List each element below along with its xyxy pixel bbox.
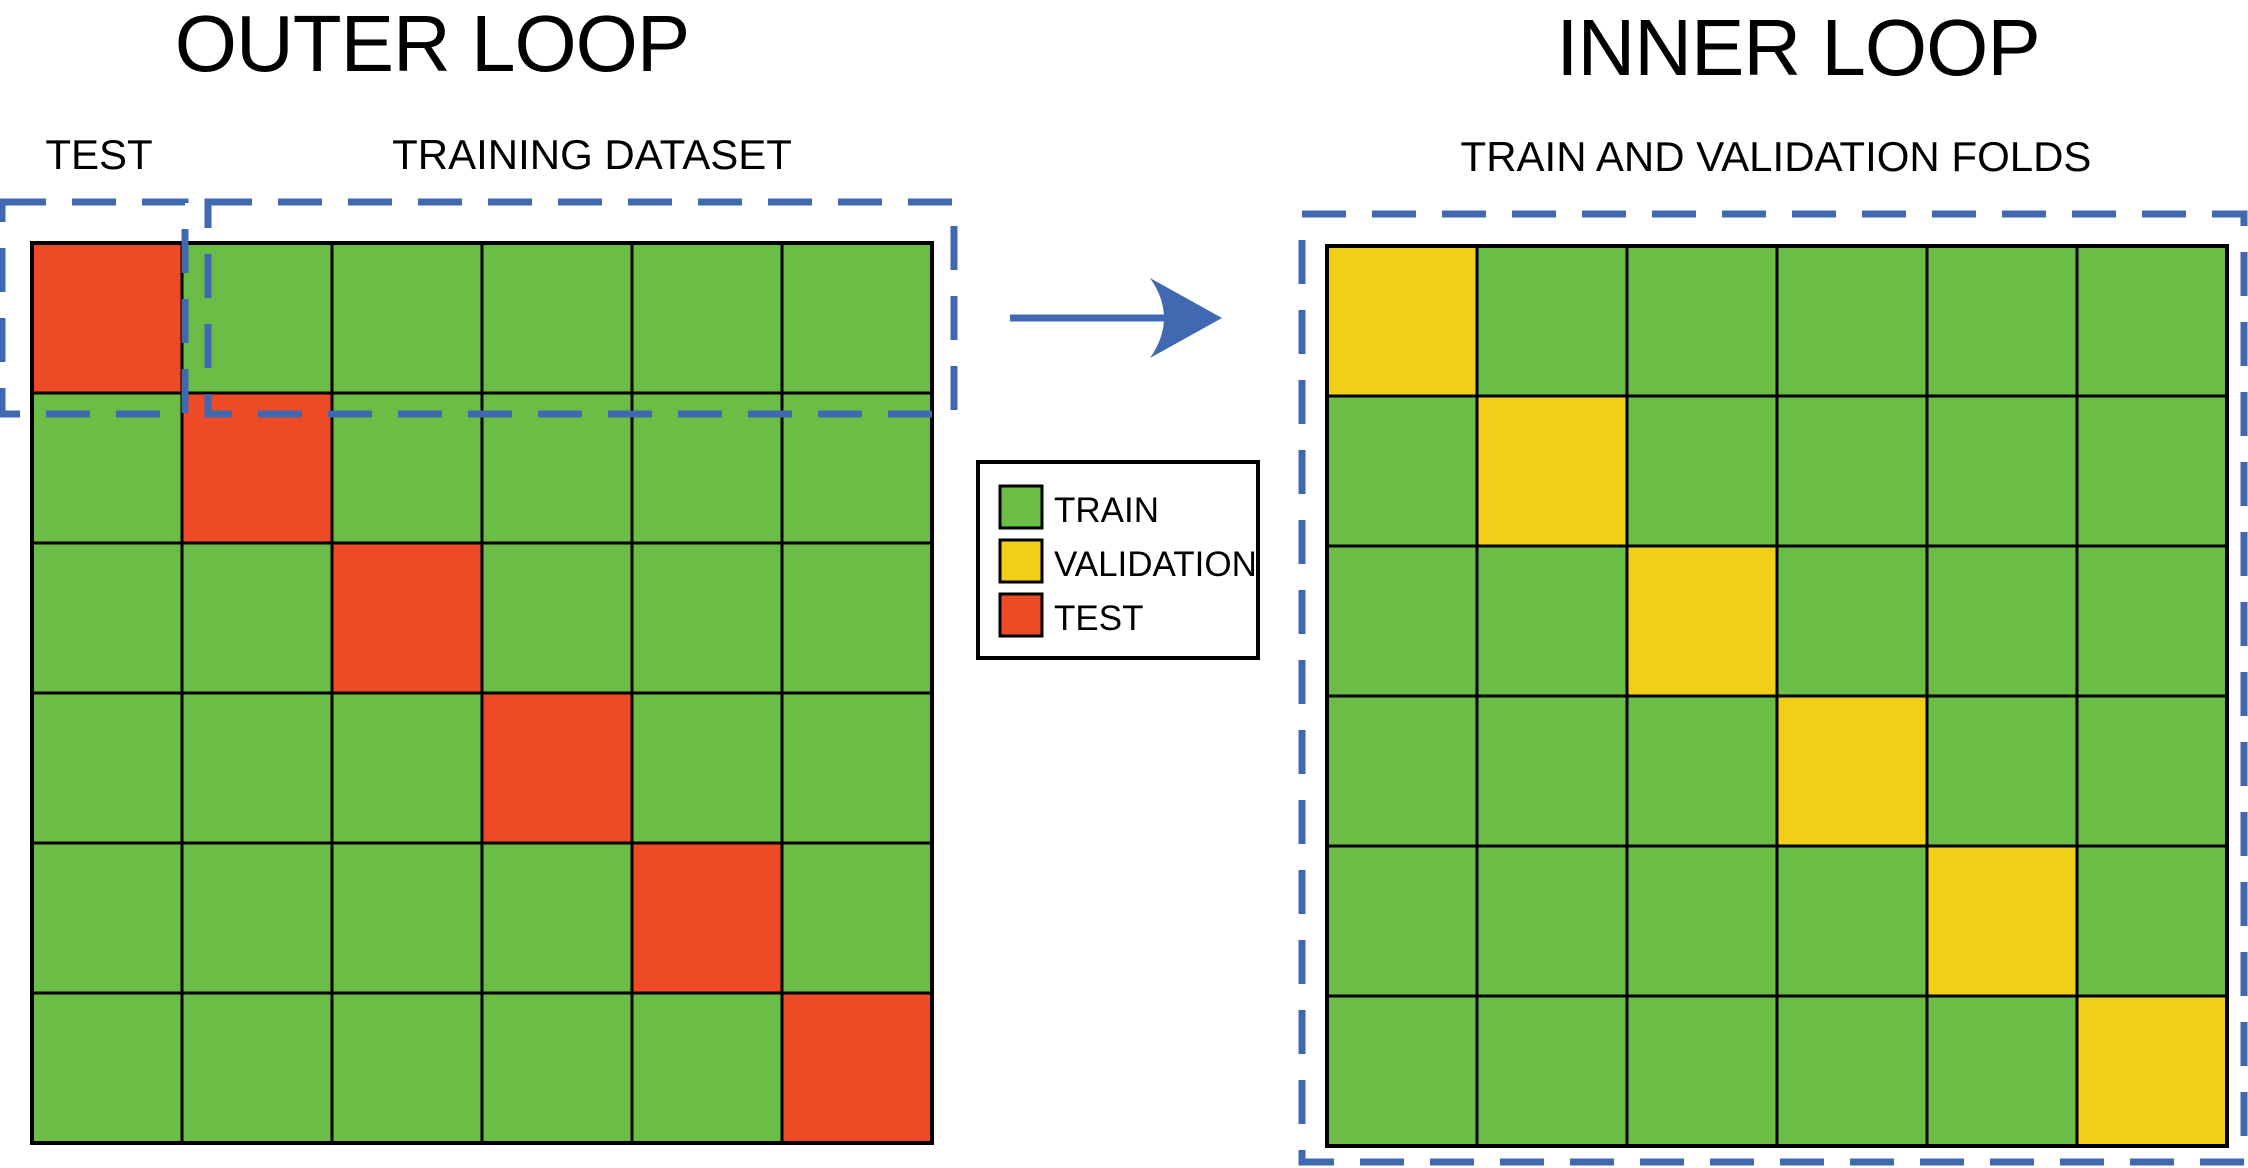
inner-cell-r1-c1-validation [1325,244,1479,398]
inner-cell-r2-c1-train [1325,394,1479,548]
test-dashed-box [0,198,189,418]
outer-cell-r3-c3-test [330,541,484,695]
outer-cell-r3-c4-train [480,541,634,695]
outer-cell-r5-c2-train [180,841,334,995]
outer-cell-r1-c4-train [480,241,634,395]
inner-cell-r3-c6-train [2075,544,2229,698]
inner-cell-r6-c1-train [1325,994,1479,1148]
outer-cell-r5-c3-train [330,841,484,995]
inner-cell-r5-c6-train [2075,844,2229,998]
inner-cell-r2-c4-train [1775,394,1929,548]
outer-cell-r5-c5-test [630,841,784,995]
inner-cell-r2-c5-train [1925,394,2079,548]
outer-cell-r4-c6-train [780,691,934,845]
outer-cell-r6-c3-train [330,991,484,1145]
outer-cell-r1-c1-test [30,241,184,395]
inner-cell-r2-c3-train [1625,394,1779,548]
inner-cell-r1-c3-train [1625,244,1779,398]
legend-label-validation: VALIDATION [1054,545,1257,584]
inner-cell-r5-c3-train [1625,844,1779,998]
outer-cell-r5-c6-train [780,841,934,995]
right-arrow-icon [1010,278,1222,358]
outer-border [30,241,934,1145]
inner-cell-r4-c4-validation [1775,694,1929,848]
inner-loop-dashed-box [1298,210,2248,1166]
inner-cell-r5-c4-train [1775,844,1929,998]
inner-cell-r2-c2-validation [1475,394,1629,548]
inner-cell-r6-c6-validation [2075,994,2229,1148]
outer-cell-r1-c6-train [780,241,934,395]
outer-loop-title: OUTER LOOP [174,0,691,88]
outer-cell-r6-c4-train [480,991,634,1145]
outer-cell-r3-c6-train [780,541,934,695]
legend-label-train: TRAIN [1054,491,1159,530]
test-label: TEST [45,131,153,178]
outer-cell-r4-c1-train [30,691,184,845]
inner-cell-r4-c2-train [1475,694,1629,848]
outer-cell-r6-c1-train [30,991,184,1145]
inner-cell-r1-c2-train [1475,244,1629,398]
legend-label-test: TEST [1054,599,1144,638]
inner-cell-r1-c4-train [1775,244,1929,398]
outer-cell-r3-c5-train [630,541,784,695]
inner-cell-r6-c4-train [1775,994,1929,1148]
inner-cell-r4-c6-train [2075,694,2229,848]
legend-swatch-train [998,484,1044,530]
inner-cell-r3-c1-train [1325,544,1479,698]
inner-cell-r3-c4-train [1775,544,1929,698]
training-dataset-label: TRAINING DATASET [392,131,792,178]
outer-cell-r6-c2-train [180,991,334,1145]
inner-cell-r3-c5-train [1925,544,2079,698]
outer-cell-r3-c1-train [30,541,184,695]
outer-cell-r1-c3-train [330,241,484,395]
inner-cell-r5-c2-train [1475,844,1629,998]
outer-cell-r1-c5-train [630,241,784,395]
inner-cell-r5-c1-train [1325,844,1479,998]
outer-cell-r3-c2-train [180,541,334,695]
inner-cell-r6-c3-train [1625,994,1779,1148]
outer-cell-r4-c3-train [330,691,484,845]
inner-border [1325,244,2229,1148]
inner-cell-r4-c3-train [1625,694,1779,848]
inner-loop-grid [1325,244,2229,1148]
inner-cell-r1-c5-train [1925,244,2079,398]
outer-cell-r5-c4-train [480,841,634,995]
outer-cell-r4-c2-train [180,691,334,845]
inner-cell-r1-c6-train [2075,244,2229,398]
outer-cell-r4-c5-train [630,691,784,845]
outer-loop-grid [30,241,934,1145]
outer-cell-r6-c5-train [630,991,784,1145]
inner-loop-title: INNER LOOP [1556,3,2040,92]
outer-cell-r4-c4-test [480,691,634,845]
inner-cell-r5-c5-validation [1925,844,2079,998]
inner-cell-r6-c5-train [1925,994,2079,1148]
outer-cell-r2-c3-train [330,391,484,545]
inner-cell-r4-c1-train [1325,694,1479,848]
outer-cell-r6-c6-test [780,991,934,1145]
train-validation-folds-label: TRAIN AND VALIDATION FOLDS [1460,133,2092,180]
inner-cell-r3-c3-validation [1625,544,1779,698]
outer-cell-r5-c1-train [30,841,184,995]
inner-cell-r6-c2-train [1475,994,1629,1148]
legend-swatch-validation [998,538,1044,584]
legend-swatch-test [998,592,1044,638]
inner-cell-r2-c6-train [2075,394,2229,548]
inner-cell-r3-c2-train [1475,544,1629,698]
legend [976,460,1260,660]
training-dataset-dashed-box [204,198,958,418]
outer-cell-r2-c2-test [180,391,334,545]
inner-cell-r4-c5-train [1925,694,2079,848]
